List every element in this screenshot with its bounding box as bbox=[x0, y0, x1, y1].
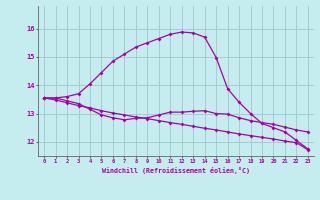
X-axis label: Windchill (Refroidissement éolien,°C): Windchill (Refroidissement éolien,°C) bbox=[102, 167, 250, 174]
